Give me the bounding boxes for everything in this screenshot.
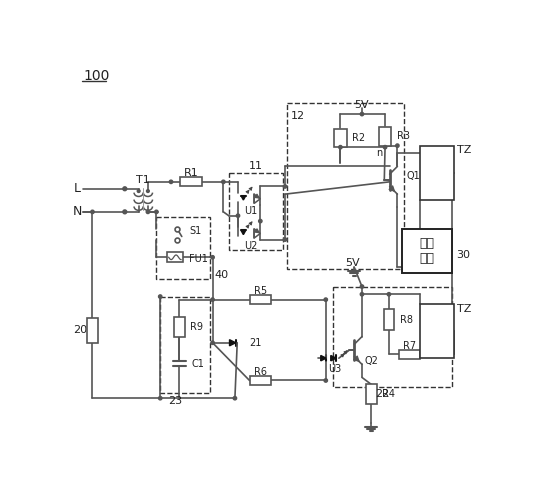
Circle shape [146, 210, 150, 213]
Polygon shape [241, 196, 246, 200]
Text: U2: U2 [244, 241, 258, 251]
Text: 201: 201 [73, 325, 94, 336]
Circle shape [324, 379, 327, 382]
Text: U3: U3 [329, 364, 342, 374]
Text: R3: R3 [397, 131, 410, 142]
Text: R2: R2 [352, 133, 365, 143]
Text: TZ: TZ [456, 145, 471, 155]
Text: R6: R6 [254, 367, 267, 377]
Circle shape [154, 210, 158, 213]
Text: R4: R4 [382, 390, 395, 399]
Bar [174, 317, 185, 337]
Text: FU1: FU1 [189, 254, 208, 264]
Circle shape [236, 214, 240, 217]
Polygon shape [241, 231, 246, 235]
Circle shape [360, 293, 363, 296]
Text: 40: 40 [214, 270, 228, 280]
Circle shape [360, 285, 363, 288]
Text: 12: 12 [291, 110, 305, 121]
Circle shape [91, 210, 94, 213]
Bar [384, 309, 394, 331]
Text: 5V: 5V [345, 258, 360, 268]
Bar [228, 173, 283, 250]
Bar [334, 129, 347, 147]
Text: R9: R9 [190, 322, 203, 332]
Text: Q2: Q2 [364, 356, 378, 366]
Bar [399, 349, 421, 359]
Bar [250, 295, 271, 304]
Polygon shape [331, 355, 336, 361]
Circle shape [221, 180, 225, 184]
Text: S1: S1 [189, 226, 202, 236]
Circle shape [123, 187, 127, 191]
Circle shape [387, 293, 391, 296]
Text: U1: U1 [244, 206, 258, 216]
Text: 100: 100 [83, 69, 109, 83]
Text: R8: R8 [400, 315, 413, 325]
Bar [402, 229, 452, 273]
Text: T1: T1 [137, 175, 150, 185]
Bar [287, 103, 404, 269]
Text: R1: R1 [184, 168, 199, 178]
Bar [180, 177, 202, 187]
Bar [421, 304, 454, 358]
Circle shape [137, 190, 140, 193]
Text: 23: 23 [169, 396, 183, 405]
Text: TZ: TZ [456, 304, 471, 314]
Circle shape [211, 298, 214, 301]
Circle shape [211, 341, 214, 345]
Circle shape [339, 146, 342, 149]
Text: 22: 22 [375, 389, 390, 398]
Circle shape [324, 298, 327, 301]
Circle shape [158, 295, 162, 298]
Circle shape [146, 190, 149, 193]
Circle shape [211, 255, 214, 259]
Bar [160, 297, 211, 393]
Bar [333, 287, 452, 387]
Polygon shape [230, 340, 236, 346]
Text: 21: 21 [250, 338, 262, 348]
Text: R7: R7 [403, 341, 416, 351]
Text: 11: 11 [249, 161, 263, 171]
Circle shape [169, 180, 172, 184]
Circle shape [158, 396, 162, 400]
Circle shape [384, 146, 387, 149]
Bar [156, 217, 211, 279]
Text: L: L [73, 182, 81, 195]
Text: R5: R5 [254, 286, 267, 296]
Text: 控制
模块: 控制 模块 [419, 237, 435, 265]
Circle shape [395, 144, 399, 148]
Bar [379, 127, 391, 146]
Bar [167, 252, 183, 262]
Bar [421, 146, 454, 199]
Text: 30: 30 [456, 250, 470, 260]
Text: C1: C1 [191, 358, 204, 369]
Polygon shape [321, 355, 326, 361]
Circle shape [283, 238, 287, 241]
Circle shape [123, 210, 127, 214]
Circle shape [233, 396, 237, 400]
Bar [366, 384, 376, 404]
Text: N: N [72, 205, 82, 218]
Text: n: n [376, 148, 382, 158]
Circle shape [283, 185, 287, 188]
Circle shape [258, 219, 262, 223]
Text: 5V: 5V [355, 100, 369, 110]
Circle shape [360, 112, 363, 116]
Text: Q1: Q1 [406, 171, 421, 182]
Bar [87, 318, 98, 343]
Bar [250, 376, 271, 385]
